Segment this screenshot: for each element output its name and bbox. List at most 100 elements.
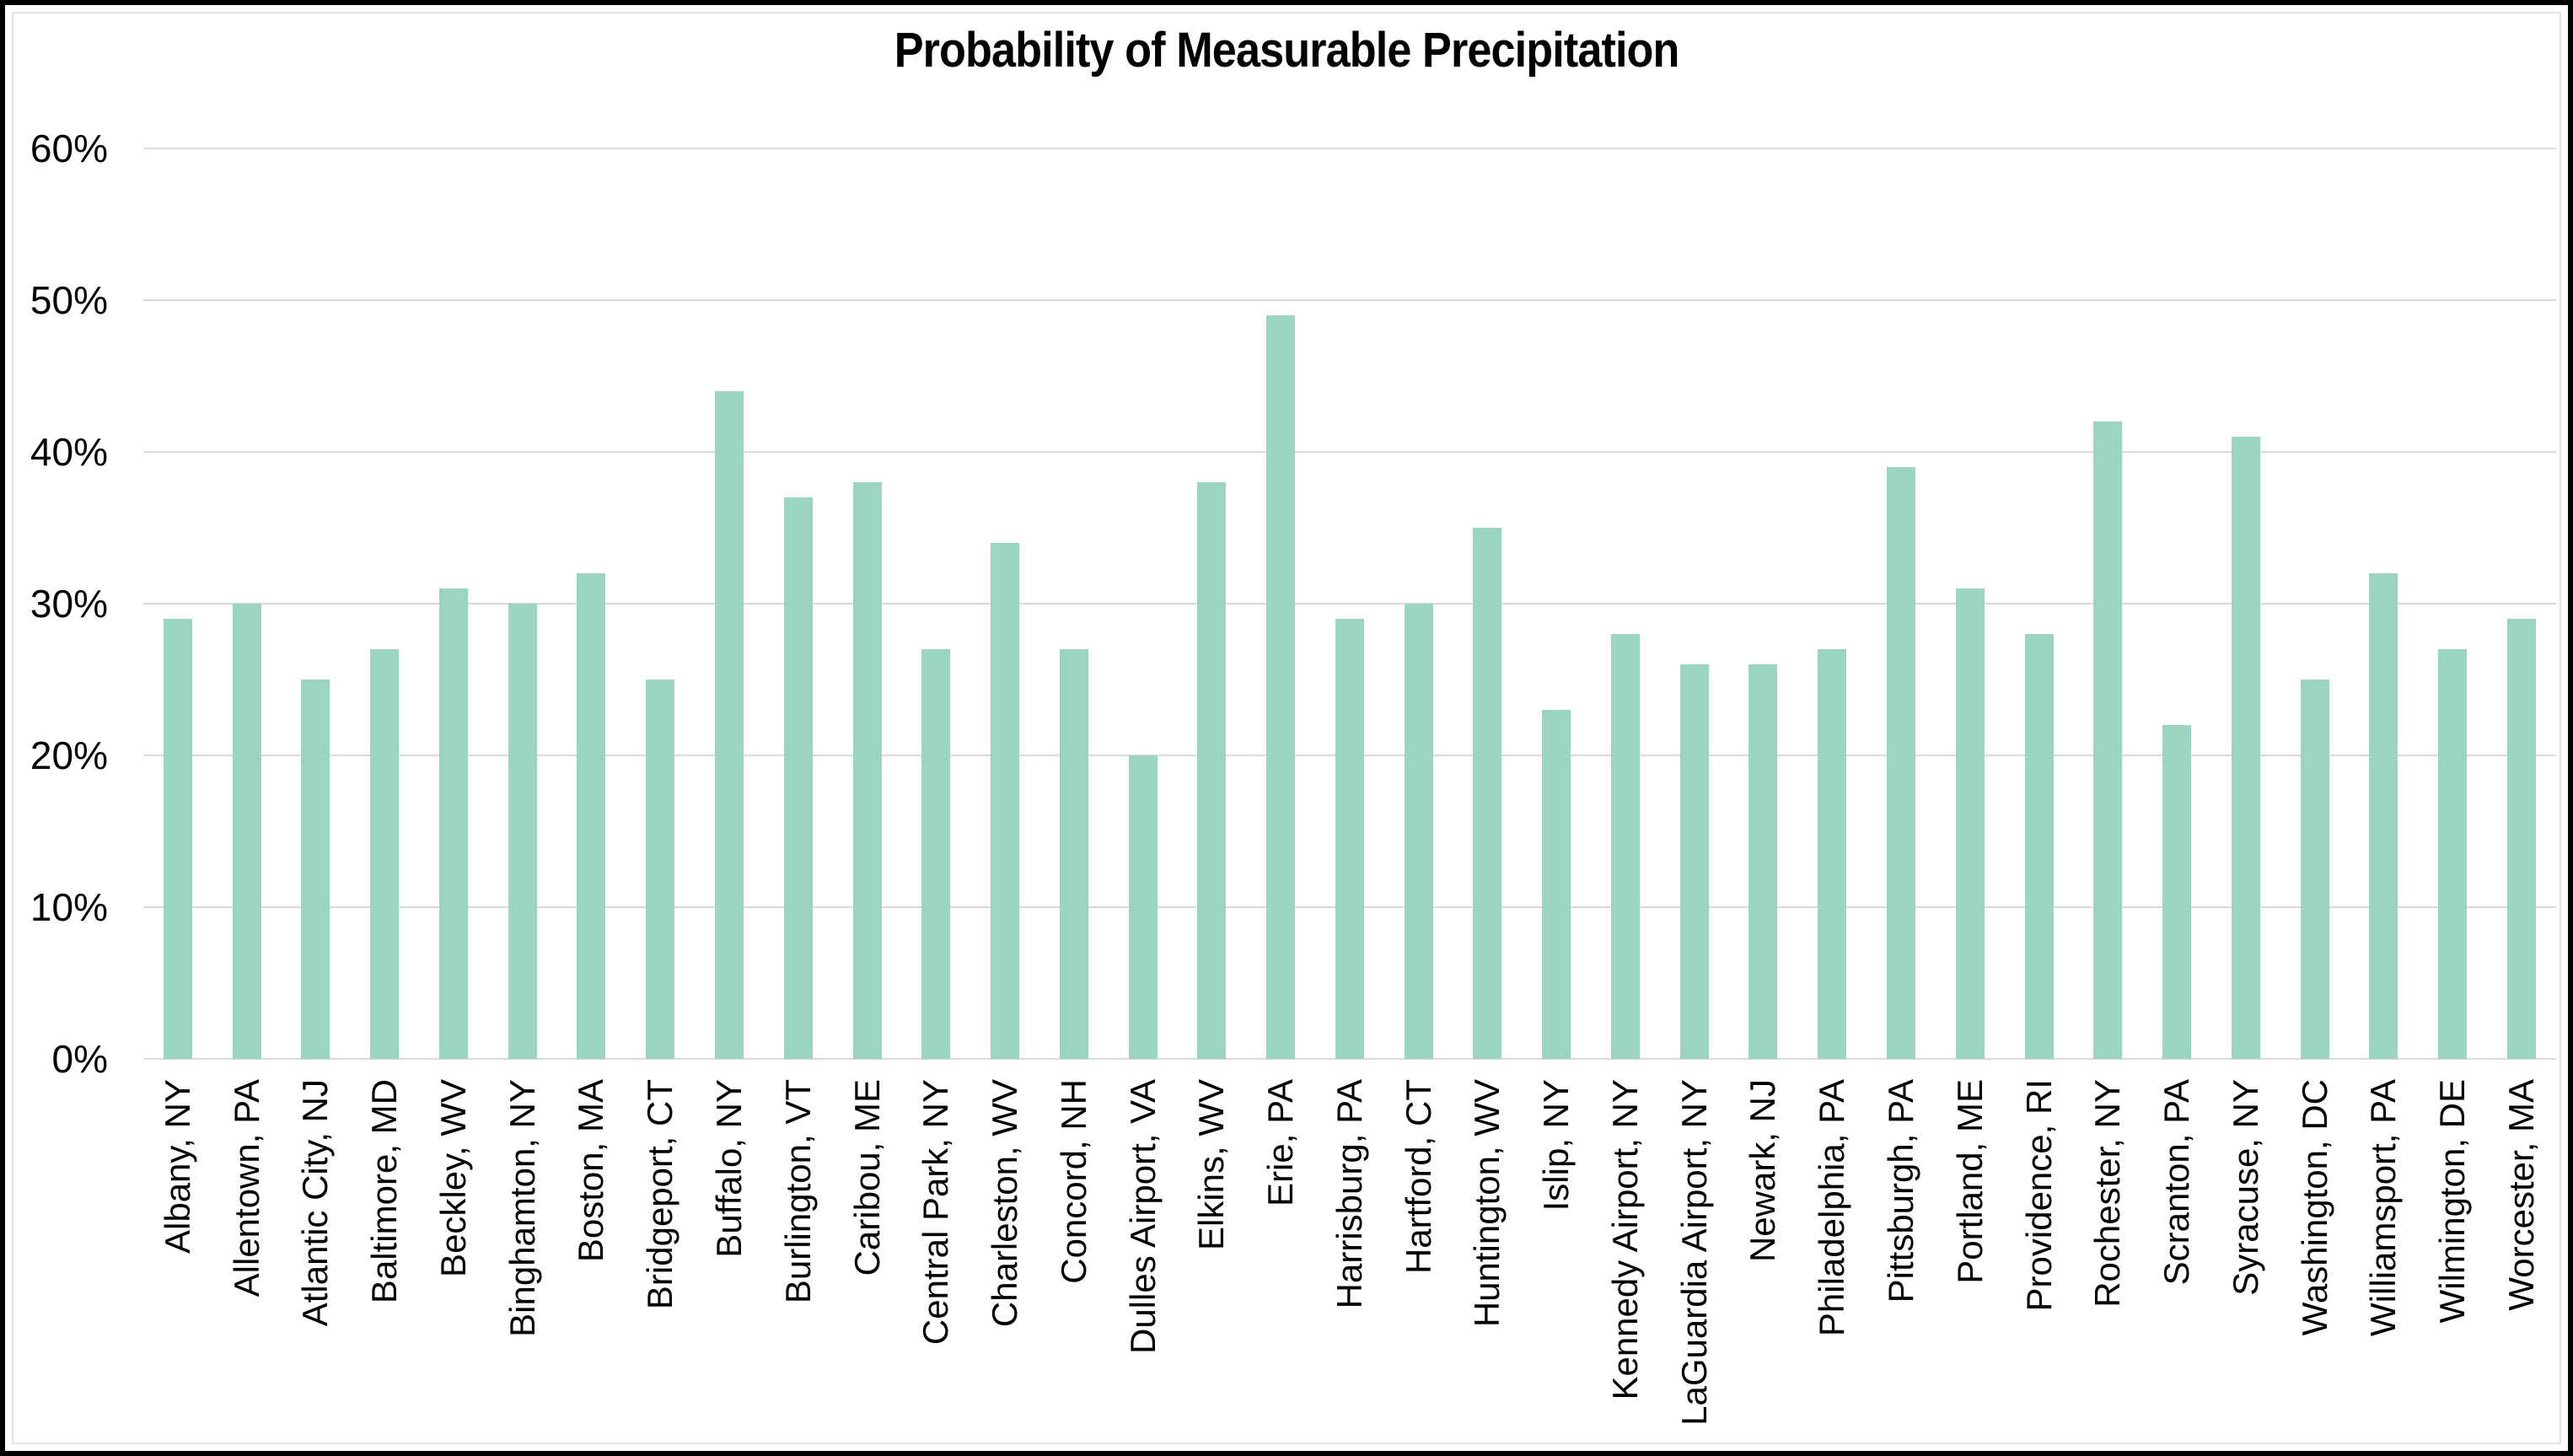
bar-syracuse-ny <box>2231 437 2260 1059</box>
bar-kennedy-airport-ny <box>1610 634 1640 1059</box>
x-tick-label-bridgeport-ct: Bridgeport, CT <box>640 1079 680 1310</box>
bar-slot-allentown-pa <box>212 148 282 1059</box>
x-slot-erie-pa: Erie, PA <box>1246 1079 1315 1206</box>
gridline-40% <box>143 451 2556 453</box>
y-tick-label-20%: 20% <box>30 733 108 777</box>
x-slot-bridgeport-ct: Bridgeport, CT <box>626 1079 695 1309</box>
x-slot-huntington-wv: Huntington, WV <box>1453 1079 1523 1327</box>
x-slot-allentown-pa: Allentown, PA <box>212 1079 282 1297</box>
bar-burlington-vt <box>783 497 813 1059</box>
bar-williamsport-pa <box>2369 573 2398 1059</box>
bar-slot-burlington-vt <box>764 148 833 1059</box>
bar-beckley-wv <box>438 588 468 1059</box>
y-tick-label-50%: 50% <box>30 278 108 322</box>
bar-harrisburg-pa <box>1335 619 1364 1059</box>
x-slot-wilmington-de: Wilmington, DE <box>2418 1079 2487 1323</box>
x-tick-label-portland-me: Portland, ME <box>1949 1079 1990 1284</box>
x-tick-label-albany-ny: Albany, NY <box>157 1079 197 1254</box>
x-axis: Albany, NY Allentown, PA Atlantic City, NJ… <box>143 1079 2556 1426</box>
x-slot-williamsport-pa: Williamsport, PA <box>2350 1079 2419 1336</box>
y-tick-label-30%: 30% <box>30 582 108 626</box>
x-slot-concord-nh: Concord, NH <box>1039 1079 1109 1284</box>
gridline-60% <box>143 148 2556 149</box>
bar-islip-ny <box>1542 710 1571 1059</box>
bar-slot-elkins-wv <box>1177 148 1246 1059</box>
bar-atlantic-city-nj <box>301 680 330 1059</box>
x-tick-label-elkins-wv: Elkins, WV <box>1191 1079 1232 1251</box>
bar-slot-central-park-ny <box>901 148 970 1059</box>
x-slot-washington-dc: Washington, DC <box>2280 1079 2350 1335</box>
x-slot-philadelphia-pa: Philadelphia, PA <box>1797 1079 1867 1336</box>
x-slot-caribou-me: Caribou, ME <box>833 1079 902 1276</box>
y-tick-label-0%: 0% <box>51 1037 108 1081</box>
bar-slot-newark-nj <box>1729 148 1798 1059</box>
bar-slot-erie-pa <box>1246 148 1315 1059</box>
bar-slot-scranton-pa <box>2142 148 2211 1059</box>
chart-title: Probability of Measurable Precipitation <box>0 22 2573 78</box>
x-tick-label-dulles-airport-va: Dulles Airport, VA <box>1122 1079 1163 1355</box>
bar-slot-pittsburgh-pa <box>1867 148 1936 1059</box>
bar-wilmington-de <box>2438 649 2468 1059</box>
x-tick-label-islip-ny: Islip, NY <box>1536 1079 1577 1212</box>
x-tick-label-laguardia-airport-ny: LaGuardia Airport, NY <box>1673 1079 1714 1426</box>
x-slot-dulles-airport-va: Dulles Airport, VA <box>1109 1079 1178 1354</box>
bar-worcester-ma <box>2506 619 2536 1059</box>
x-tick-label-erie-pa: Erie, PA <box>1260 1079 1301 1206</box>
x-slot-kennedy-airport-ny: Kennedy Airport, NY <box>1591 1079 1660 1400</box>
bar-slot-islip-ny <box>1522 148 1591 1059</box>
x-tick-label-kennedy-airport-ny: Kennedy Airport, NY <box>1604 1079 1645 1400</box>
bar-albany-ny <box>163 619 192 1059</box>
bar-slot-williamsport-pa <box>2350 148 2419 1059</box>
x-tick-label-harrisburg-pa: Harrisburg, PA <box>1329 1079 1369 1309</box>
x-tick-label-newark-nj: Newark, NJ <box>1743 1079 1783 1263</box>
bar-slot-harrisburg-pa <box>1315 148 1384 1059</box>
x-tick-label-pittsburgh-pa: Pittsburgh, PA <box>1881 1079 1921 1303</box>
x-slot-elkins-wv: Elkins, WV <box>1177 1079 1246 1250</box>
x-slot-syracuse-ny: Syracuse, NY <box>2211 1079 2280 1296</box>
x-slot-rochester-ny: Rochester, NY <box>2073 1079 2142 1308</box>
bar-rochester-ny <box>2093 422 2123 1059</box>
x-tick-label-washington-dc: Washington, DC <box>2294 1079 2334 1336</box>
x-slot-central-park-ny: Central Park, NY <box>901 1079 970 1345</box>
bar-erie-pa <box>1266 315 1296 1059</box>
bar-slot-boston-ma <box>557 148 626 1059</box>
x-tick-label-atlantic-city-nj: Atlantic City, NJ <box>295 1079 336 1327</box>
bar-caribou-me <box>852 482 882 1059</box>
bar-bridgeport-ct <box>646 680 675 1059</box>
bar-slot-providence-ri <box>2005 148 2074 1059</box>
y-tick-label-40%: 40% <box>30 430 108 474</box>
x-tick-label-baltimore-md: Baltimore, MD <box>364 1079 405 1304</box>
x-tick-label-worcester-ma: Worcester, MA <box>2500 1079 2541 1311</box>
x-tick-label-hartford-ct: Hartford, CT <box>1398 1079 1438 1275</box>
x-tick-label-scranton-pa: Scranton, PA <box>2157 1079 2197 1286</box>
bar-elkins-wv <box>1197 482 1227 1059</box>
bar-slot-binghamton-ny <box>488 148 557 1059</box>
bar-slot-concord-nh <box>1039 148 1109 1059</box>
x-slot-harrisburg-pa: Harrisburg, PA <box>1315 1079 1384 1308</box>
bar-allentown-pa <box>232 604 261 1059</box>
x-tick-label-philadelphia-pa: Philadelphia, PA <box>1812 1079 1852 1337</box>
x-slot-pittsburgh-pa: Pittsburgh, PA <box>1867 1079 1936 1303</box>
x-slot-newark-nj: Newark, NJ <box>1729 1079 1798 1262</box>
bar-slot-kennedy-airport-ny <box>1591 148 1660 1059</box>
x-tick-label-buffalo-ny: Buffalo, NY <box>709 1079 749 1258</box>
x-slot-baltimore-md: Baltimore, MD <box>350 1079 419 1303</box>
x-slot-scranton-pa: Scranton, PA <box>2142 1079 2211 1285</box>
x-slot-hartford-ct: Hartford, CT <box>1384 1079 1453 1274</box>
bar-binghamton-ny <box>508 604 537 1059</box>
x-tick-label-burlington-vt: Burlington, VT <box>777 1079 818 1304</box>
bar-slot-wilmington-de <box>2418 148 2487 1059</box>
bar-central-park-ny <box>921 649 951 1059</box>
gridline-0% <box>143 1058 2556 1060</box>
plot-area <box>143 148 2556 1060</box>
bar-hartford-ct <box>1404 604 1433 1059</box>
x-slot-burlington-vt: Burlington, VT <box>764 1079 833 1303</box>
bar-boston-ma <box>577 573 606 1059</box>
x-tick-label-charleston-wv: Charleston, WV <box>985 1079 1025 1328</box>
bar-slot-hartford-ct <box>1384 148 1453 1059</box>
x-tick-label-beckley-wv: Beckley, WV <box>432 1079 473 1277</box>
bar-pittsburgh-pa <box>1887 467 1916 1059</box>
x-tick-label-wilmington-de: Wilmington, DE <box>2432 1079 2473 1324</box>
x-tick-label-providence-ri: Providence, RI <box>2018 1079 2059 1312</box>
